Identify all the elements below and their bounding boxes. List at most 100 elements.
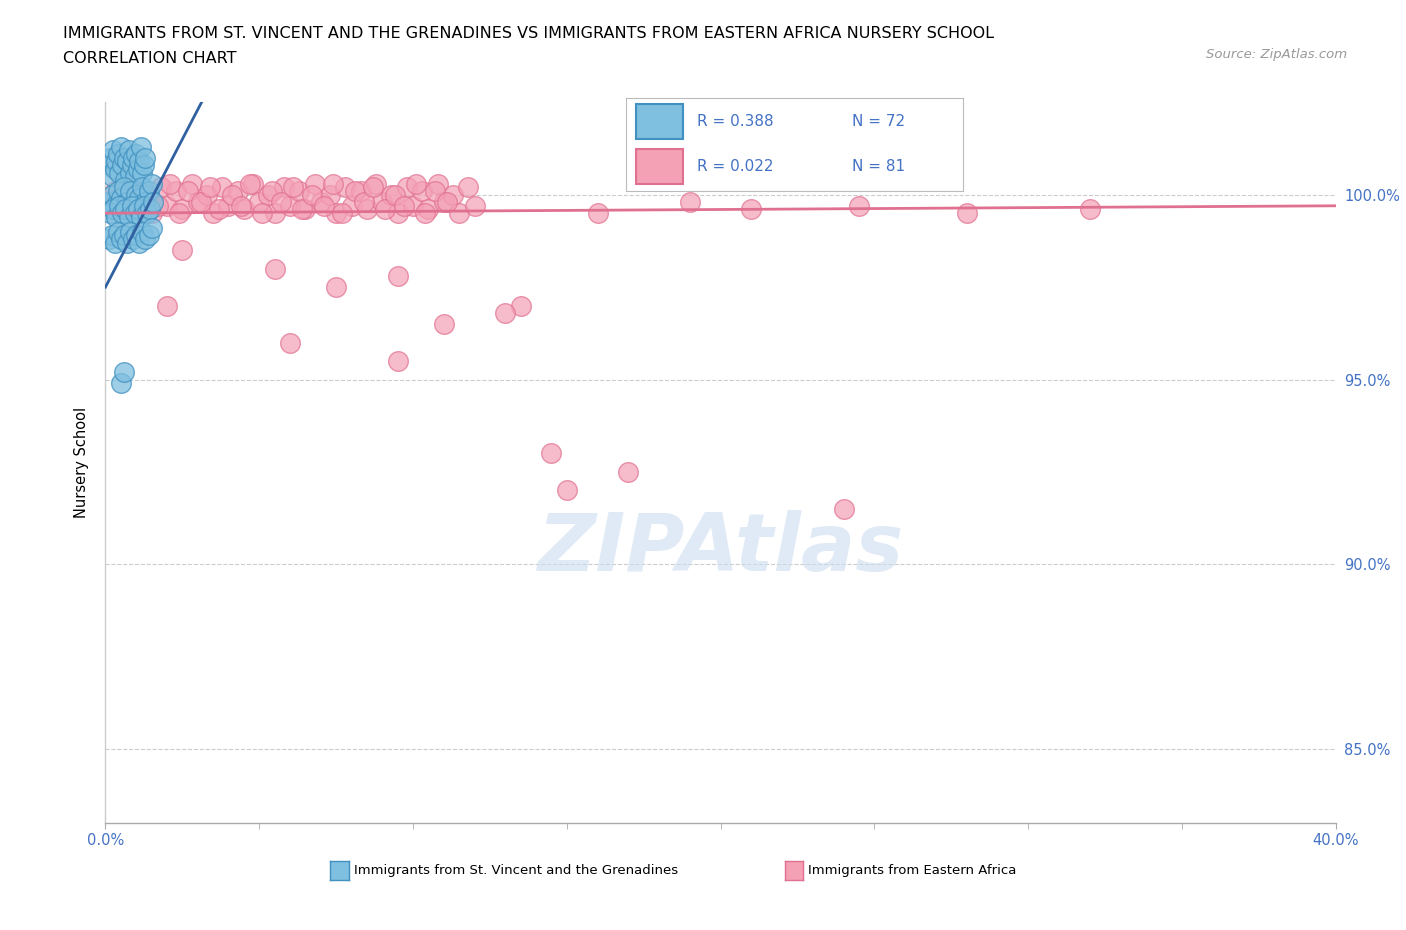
Point [134,232,156,246]
Point [110,191,132,206]
Text: Immigrants from Eastern Africa: Immigrants from Eastern Africa [808,864,1017,877]
Point [104,183,127,198]
Point [405,176,427,191]
Point [134,194,156,209]
Point [120,166,141,180]
Point [177,183,200,198]
Point [112,179,135,194]
Point [449,206,471,220]
Point [149,179,172,194]
Point [131,224,153,239]
Point [104,235,127,250]
Point [464,198,486,213]
Point [105,209,128,224]
Point [260,183,283,198]
Point [555,483,578,498]
Text: Immigrants from St. Vincent and the Grenadines: Immigrants from St. Vincent and the Gren… [354,864,679,877]
Point [586,206,609,220]
Point [120,224,141,239]
Point [139,202,162,217]
Text: R = 0.388: R = 0.388 [696,114,773,129]
Point [129,209,152,224]
Point [242,176,264,191]
Point [104,162,127,177]
Point [426,176,449,191]
Point [540,446,562,461]
Point [132,198,155,213]
Point [218,198,240,213]
Point [128,154,150,169]
Point [120,183,141,198]
Point [371,194,394,209]
Point [112,202,135,217]
Point [494,306,516,321]
Point [138,187,160,202]
Point [740,202,762,217]
Point [134,151,156,166]
Point [100,228,122,243]
Point [122,232,145,246]
Point [848,198,870,213]
Point [679,194,702,209]
Point [226,183,249,198]
Point [457,179,479,194]
Point [187,194,209,209]
Point [325,280,347,295]
Point [374,202,396,217]
Point [415,206,437,220]
Point [433,316,456,331]
Point [257,187,280,202]
Point [115,194,138,209]
Point [340,198,363,213]
Point [97,232,120,246]
Point [97,158,120,173]
Point [263,261,285,276]
Point [384,187,406,202]
Point [387,353,409,368]
Point [131,179,153,194]
Point [115,235,138,250]
Point [436,194,458,209]
Point [124,168,146,183]
Point [134,187,156,202]
Bar [636,149,683,184]
Point [273,179,295,194]
Point [281,179,304,194]
Point [146,198,169,213]
Point [198,179,221,194]
Point [128,235,150,250]
Text: R = 0.022: R = 0.022 [696,159,773,174]
Point [411,183,433,198]
Point [278,335,301,350]
Point [229,198,252,213]
Point [322,176,344,191]
Point [617,464,640,479]
Point [319,187,342,202]
Point [142,194,165,209]
Point [115,154,138,169]
Point [127,162,149,177]
Point [263,206,285,220]
Point [172,243,194,258]
Point [956,206,979,220]
Point [330,206,353,220]
Point [111,158,134,173]
Point [122,198,145,213]
Point [125,194,148,209]
Point [309,194,332,209]
Point [121,198,143,213]
Text: N = 81: N = 81 [852,159,905,174]
Point [441,187,464,202]
Point [291,202,314,217]
Point [125,147,148,162]
Point [165,183,187,198]
Point [128,202,150,217]
Point [138,183,160,198]
Point [301,187,323,202]
Point [270,194,292,209]
Y-axis label: Nursery School: Nursery School [75,407,90,518]
Point [105,154,128,169]
Text: CORRELATION CHART: CORRELATION CHART [63,51,236,66]
Text: IMMIGRANTS FROM ST. VINCENT AND THE GRENADINES VS IMMIGRANTS FROM EASTERN AFRICA: IMMIGRANTS FROM ST. VINCENT AND THE GREN… [63,26,994,41]
Point [131,166,153,180]
